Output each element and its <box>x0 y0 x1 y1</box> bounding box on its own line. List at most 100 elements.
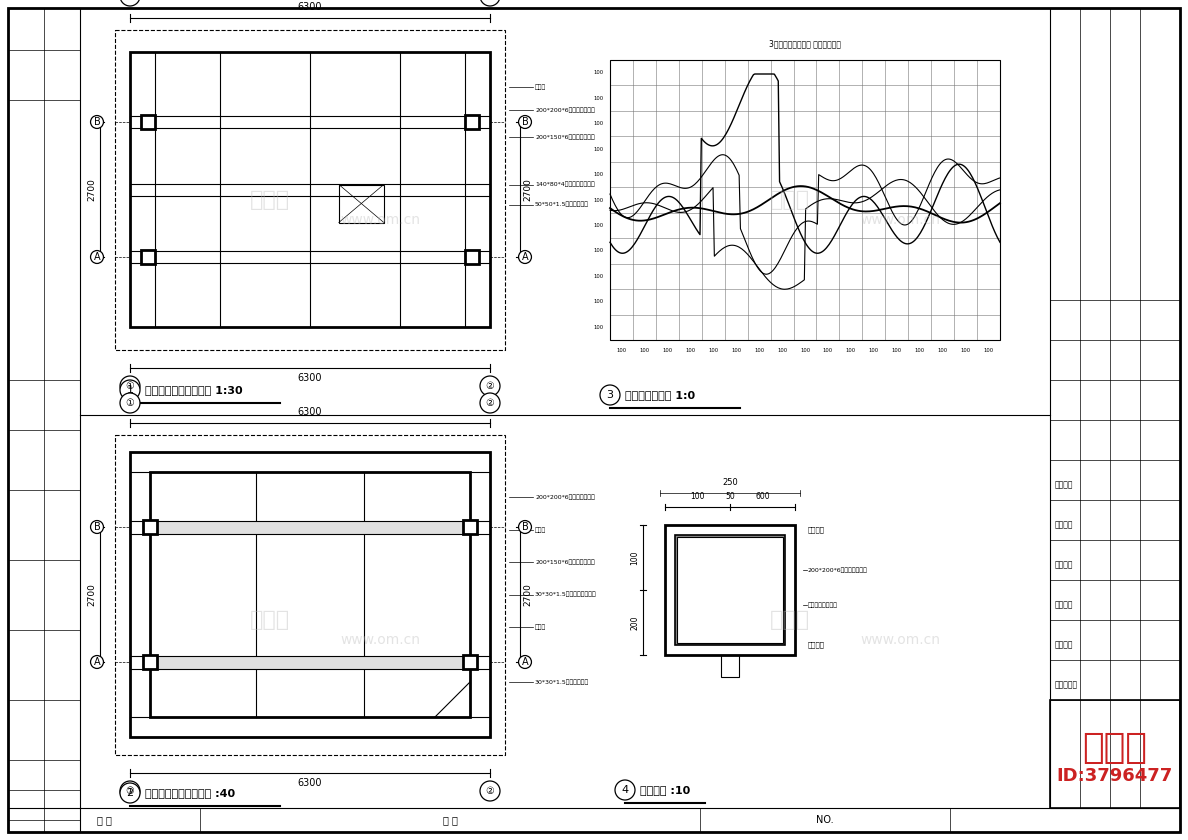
Bar <box>721 655 739 677</box>
Text: 100: 100 <box>690 492 704 501</box>
Text: 欧模网: 欧模网 <box>1082 731 1148 765</box>
Text: 100: 100 <box>631 550 639 564</box>
Text: 100: 100 <box>685 348 695 353</box>
Text: 3厘米花纹不锈钢板 水刀广放完图: 3厘米花纹不锈钢板 水刀广放完图 <box>769 39 841 48</box>
Text: 100: 100 <box>594 299 604 304</box>
Text: NO.: NO. <box>816 815 834 825</box>
Text: 100: 100 <box>594 172 604 177</box>
Bar <box>1050 700 1180 808</box>
Circle shape <box>120 376 140 396</box>
Text: 100: 100 <box>594 121 604 126</box>
Bar <box>677 537 783 643</box>
Text: 欧模网: 欧模网 <box>770 190 810 210</box>
Text: www.om.cn: www.om.cn <box>860 633 940 647</box>
Bar <box>143 655 157 669</box>
Bar <box>8 808 1180 832</box>
Text: www.om.cn: www.om.cn <box>860 213 940 227</box>
Text: 100: 100 <box>594 274 604 279</box>
Text: ②: ② <box>486 786 494 796</box>
Text: 测仕孔: 测仕孔 <box>535 624 546 630</box>
Text: 柱顶平面: 柱顶平面 <box>808 642 824 648</box>
Text: 100: 100 <box>777 348 788 353</box>
Text: 漏花立面放线图 1:0: 漏花立面放线图 1:0 <box>625 390 695 400</box>
Text: 100: 100 <box>594 249 604 254</box>
Circle shape <box>615 780 636 800</box>
Text: 6300: 6300 <box>298 778 322 788</box>
Text: 100: 100 <box>594 71 604 76</box>
Bar <box>150 472 470 717</box>
Text: 100: 100 <box>915 348 924 353</box>
Circle shape <box>480 393 500 413</box>
Bar <box>129 251 489 263</box>
Text: 50*50*1.5花钢防锈处理: 50*50*1.5花钢防锈处理 <box>535 202 589 207</box>
Circle shape <box>480 781 500 801</box>
Text: 100: 100 <box>892 348 902 353</box>
Circle shape <box>120 0 140 6</box>
Bar <box>115 435 505 755</box>
Bar <box>465 250 479 264</box>
Text: 140*80*4花钢角铁防锈处理: 140*80*4花钢角铁防锈处理 <box>535 181 595 187</box>
Text: 6300: 6300 <box>298 373 322 383</box>
Bar <box>141 115 154 129</box>
Text: 测仕孔: 测仕孔 <box>535 528 546 533</box>
Circle shape <box>120 781 140 801</box>
Bar <box>129 452 489 737</box>
Bar <box>129 116 489 128</box>
Text: 600: 600 <box>756 492 770 501</box>
Text: 图 名: 图 名 <box>96 815 112 825</box>
Text: ①: ① <box>126 786 134 796</box>
Text: ID:3796477: ID:3796477 <box>1057 767 1173 785</box>
Text: 100: 100 <box>754 348 764 353</box>
Circle shape <box>120 393 140 413</box>
Bar <box>129 452 489 472</box>
Text: 200*150*6毫钢板防锈处理: 200*150*6毫钢板防锈处理 <box>535 134 595 139</box>
Text: ①: ① <box>126 0 134 1</box>
Circle shape <box>480 376 500 396</box>
Text: 200*200*6花钢板防锈处理: 200*200*6花钢板防锈处理 <box>535 494 595 500</box>
Text: www.om.cn: www.om.cn <box>340 633 421 647</box>
Text: 2700: 2700 <box>524 583 532 606</box>
Text: 制图比例: 制图比例 <box>1055 480 1074 490</box>
Text: 工程设计号: 工程设计号 <box>1055 680 1079 690</box>
Text: 设计阶段: 设计阶段 <box>1055 560 1074 570</box>
Text: 3: 3 <box>607 390 613 400</box>
Circle shape <box>600 385 620 405</box>
Bar <box>129 52 489 327</box>
Bar <box>609 60 1000 340</box>
Bar <box>470 521 489 534</box>
Text: www.om.cn: www.om.cn <box>340 213 421 227</box>
Bar <box>150 656 470 669</box>
Text: 50: 50 <box>725 492 735 501</box>
Bar <box>463 520 478 534</box>
Bar <box>463 655 478 669</box>
Text: 30*30*1.5毫钢防锈处理: 30*30*1.5毫钢防锈处理 <box>535 680 589 685</box>
Circle shape <box>120 783 140 803</box>
Text: ②: ② <box>486 0 494 1</box>
Text: B: B <box>522 522 529 532</box>
Bar <box>470 656 489 669</box>
Text: ①: ① <box>126 381 134 391</box>
Bar <box>339 185 384 223</box>
Text: 图纸内容: 图纸内容 <box>1055 521 1074 529</box>
Text: 6300: 6300 <box>298 2 322 12</box>
Text: 木纹漆防锈处理特: 木纹漆防锈处理特 <box>808 602 838 608</box>
Text: 100: 100 <box>800 348 810 353</box>
Text: 2700: 2700 <box>88 583 96 606</box>
Text: 欧模网: 欧模网 <box>770 610 810 630</box>
Text: 2700: 2700 <box>88 178 96 201</box>
Text: 100: 100 <box>594 223 604 228</box>
Text: B: B <box>522 117 529 127</box>
Text: 100: 100 <box>594 325 604 330</box>
Bar <box>1050 8 1180 808</box>
Bar <box>675 535 785 645</box>
Text: A: A <box>94 252 100 262</box>
Text: 200*150*6毫钢板防锈处理: 200*150*6毫钢板防锈处理 <box>535 559 595 564</box>
Text: 图纸编号: 图纸编号 <box>1055 640 1074 649</box>
Bar <box>129 717 489 737</box>
Bar <box>665 525 795 655</box>
Text: 顶上层龙骨布置平面图 1:30: 顶上层龙骨布置平面图 1:30 <box>145 385 242 395</box>
Text: 100: 100 <box>594 96 604 101</box>
Text: B: B <box>94 522 100 532</box>
Text: 100: 100 <box>708 348 719 353</box>
Text: ②: ② <box>486 398 494 408</box>
